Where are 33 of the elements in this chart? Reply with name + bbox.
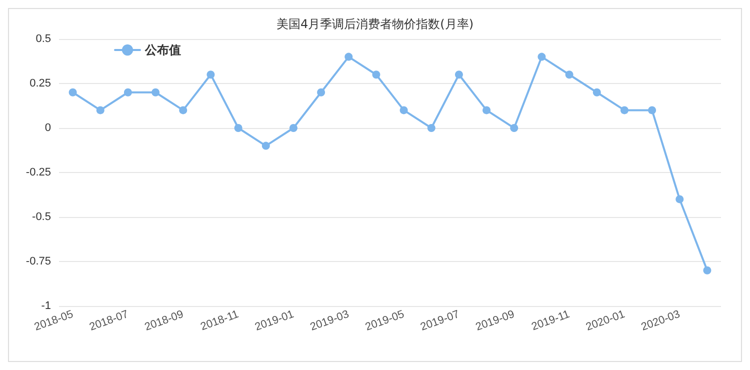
point — [676, 195, 684, 204]
point — [538, 52, 546, 61]
y-tick-label: -1 — [41, 300, 51, 312]
y-tick-label: -0.5 — [32, 211, 51, 223]
point — [262, 142, 270, 150]
point — [620, 106, 628, 114]
point — [68, 88, 77, 96]
point — [179, 106, 188, 114]
point — [427, 124, 436, 132]
point — [372, 70, 380, 79]
point — [454, 70, 463, 79]
point — [565, 70, 574, 79]
point — [234, 124, 242, 132]
point — [317, 88, 326, 96]
point — [482, 106, 491, 114]
y-tick-label: -0.25 — [26, 166, 51, 178]
point — [703, 266, 712, 274]
point — [152, 88, 160, 96]
point — [400, 106, 408, 114]
point — [648, 106, 656, 114]
y-tick-label: -0.75 — [26, 256, 51, 268]
legend-label: 公布值 — [144, 43, 181, 57]
chart-title: 美国4月季调后消费者物价指数(月率) — [276, 17, 474, 31]
point — [206, 70, 215, 79]
y-tick-label: 0.25 — [30, 78, 51, 90]
point — [289, 124, 298, 132]
point — [96, 106, 104, 114]
point — [124, 88, 132, 96]
point — [510, 124, 518, 132]
y-tick-label: 0.5 — [36, 33, 51, 45]
point — [344, 52, 353, 61]
y-tick-label: 0 — [44, 122, 51, 134]
point — [592, 88, 601, 96]
